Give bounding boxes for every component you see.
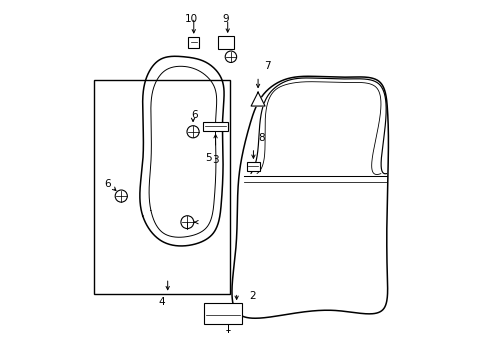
Bar [203, 122, 227, 131]
Circle shape [181, 216, 193, 229]
Bar [204, 303, 242, 324]
Text: 8: 8 [258, 133, 264, 143]
Text: 2: 2 [248, 291, 255, 301]
Text: 6: 6 [104, 179, 111, 189]
Circle shape [115, 190, 127, 202]
Text: 7: 7 [264, 61, 270, 71]
Bar [94, 80, 230, 294]
Bar [188, 37, 199, 48]
Text: 1: 1 [224, 323, 230, 333]
Bar [218, 36, 233, 49]
Text: 3: 3 [211, 156, 218, 165]
Bar [247, 162, 259, 171]
Text: 9: 9 [222, 14, 229, 24]
Polygon shape [251, 92, 264, 106]
Text: 4: 4 [158, 297, 164, 307]
Circle shape [225, 51, 236, 63]
Text: 6: 6 [191, 110, 198, 120]
Text: 10: 10 [184, 14, 198, 24]
Circle shape [186, 126, 199, 138]
Text: 5: 5 [204, 153, 211, 163]
